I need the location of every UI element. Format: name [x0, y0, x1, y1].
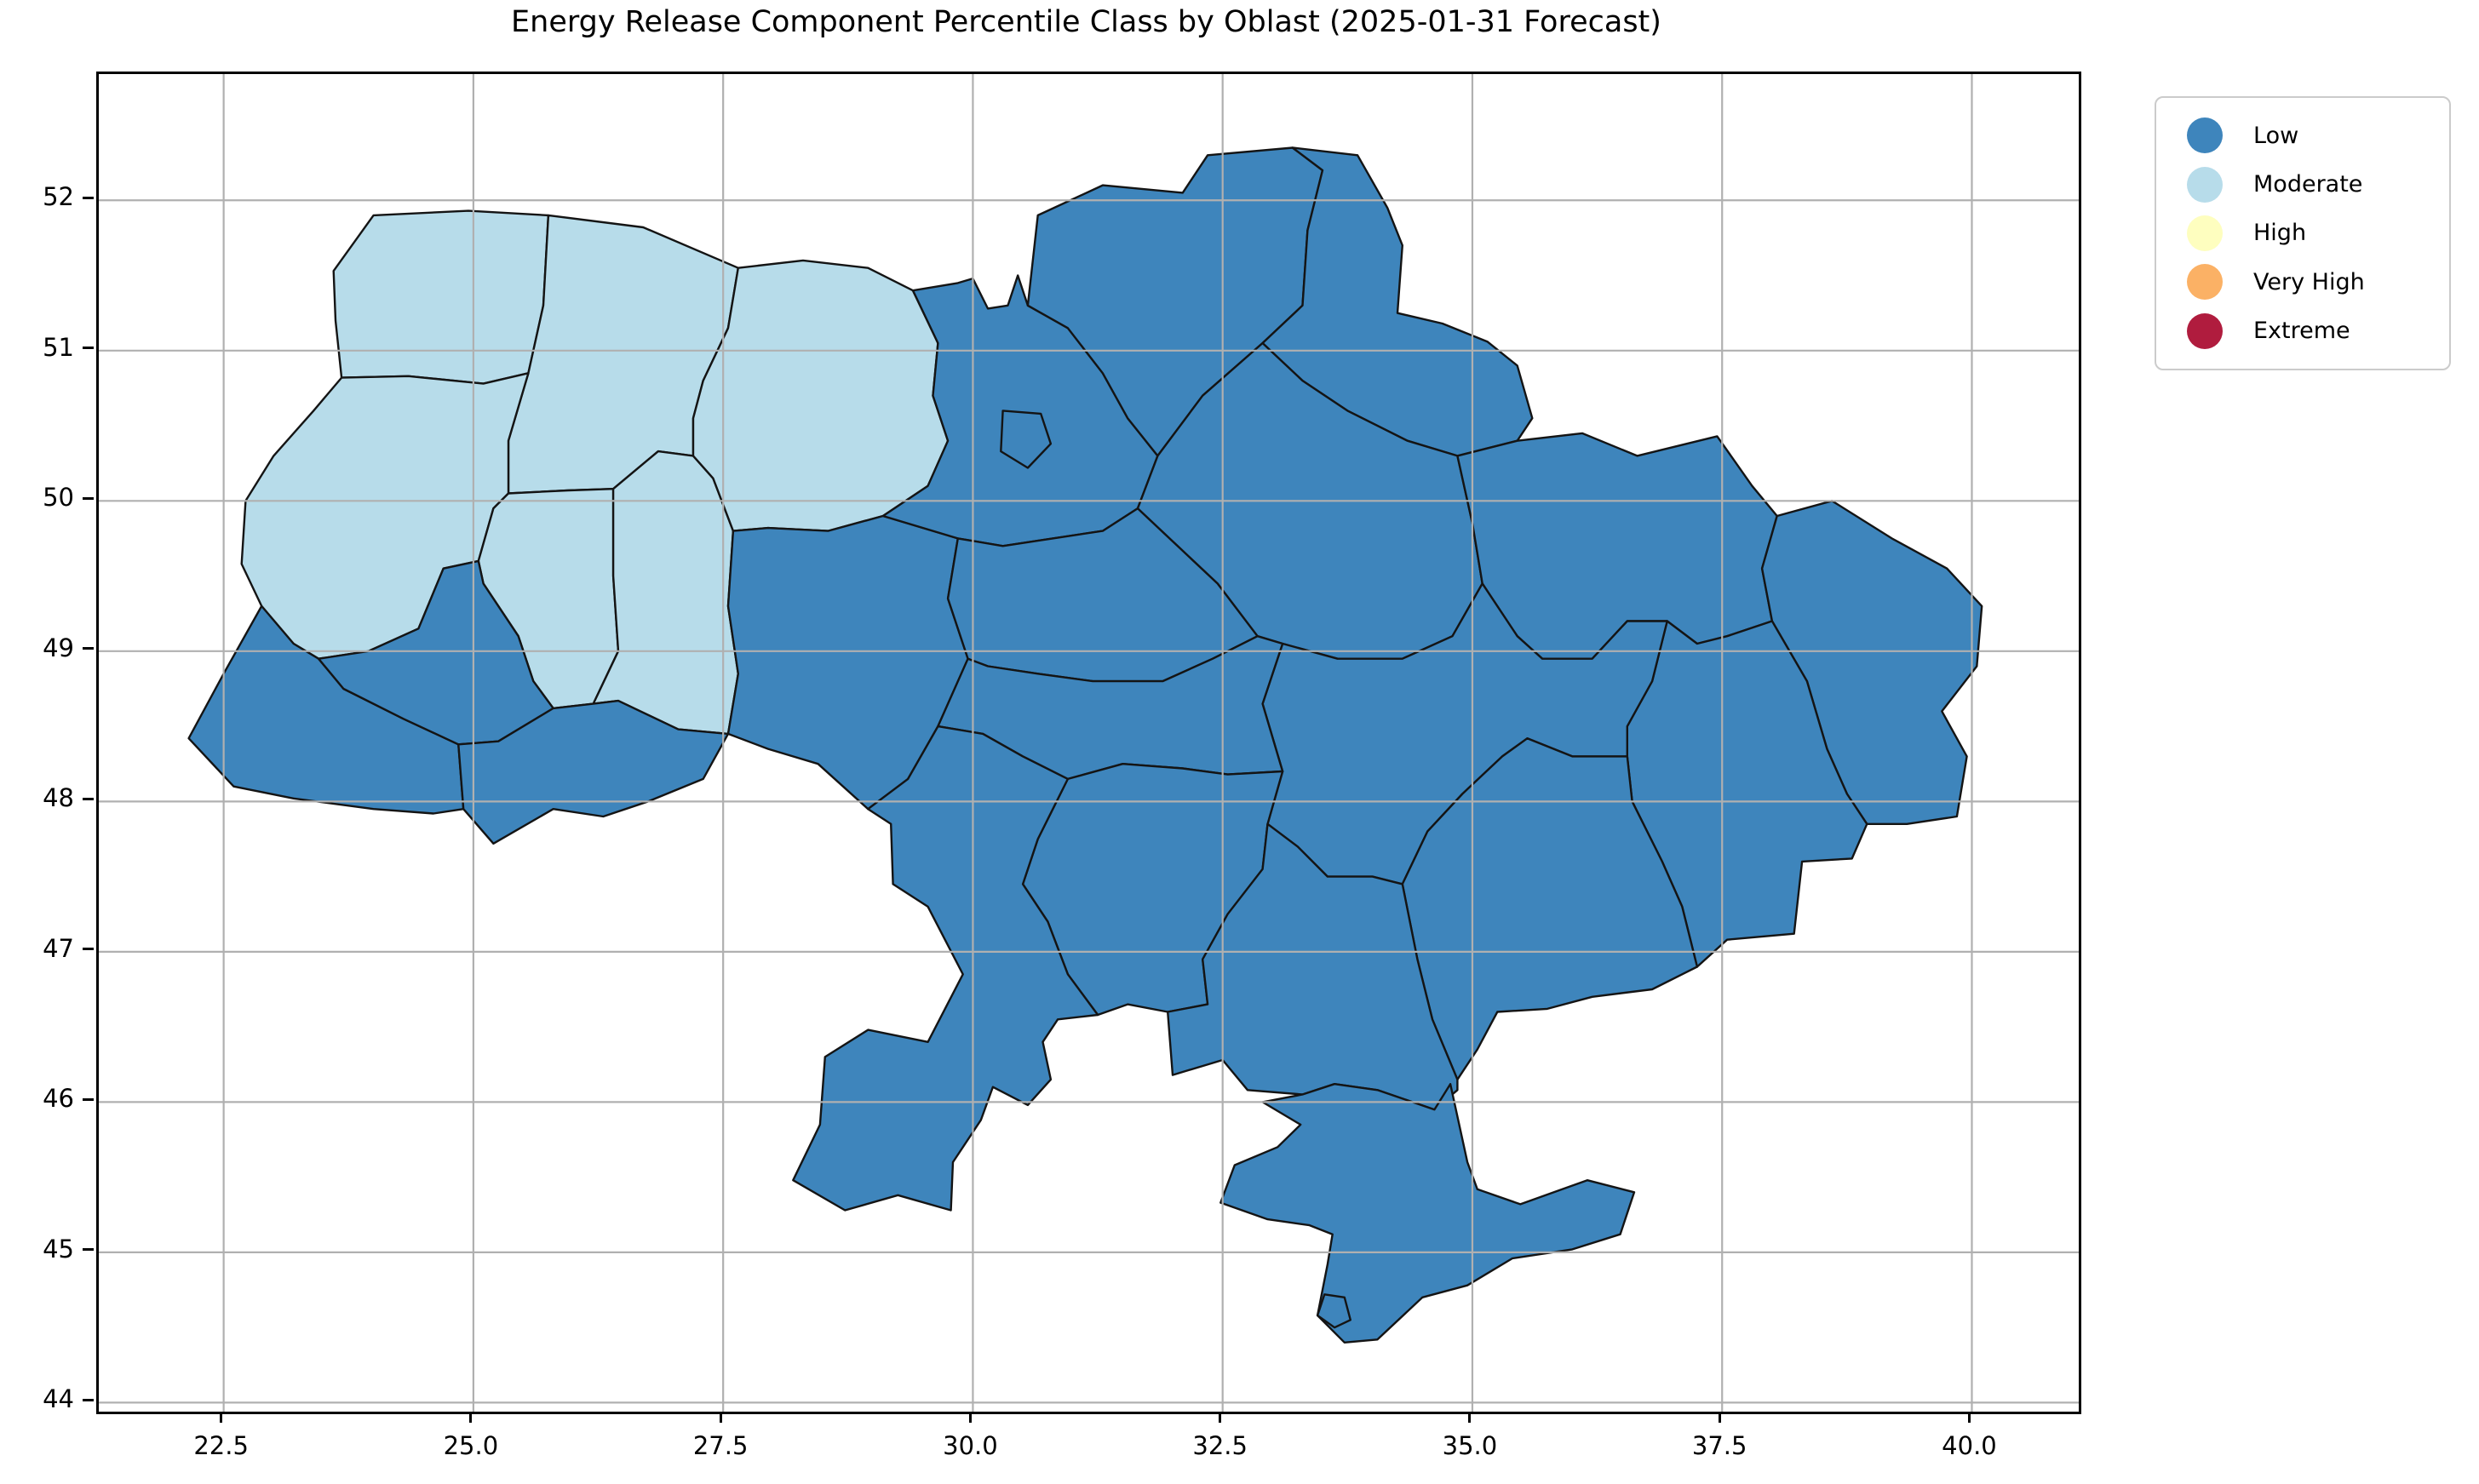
x-tick-mark-25 [469, 1412, 473, 1423]
y-tick-mark-47 [83, 948, 94, 951]
region-khmelnytskyi [592, 450, 739, 736]
x-tick-mark-32.5 [1219, 1412, 1222, 1423]
y-tick-mark-50 [83, 496, 94, 500]
y-tick-mark-46 [83, 1097, 94, 1101]
legend: Low Moderate High Very High Extreme [2155, 96, 2451, 370]
x-tick-mark-40 [1967, 1412, 1971, 1423]
legend-item-low: Low [2187, 117, 2449, 154]
y-tick-label-44: 44 [43, 1384, 74, 1414]
y-tick-mark-51 [83, 347, 94, 350]
x-tick-mark-35 [1468, 1412, 1472, 1423]
y-tick-label-45: 45 [43, 1234, 74, 1263]
y-tick-mark-44 [83, 1398, 94, 1401]
x-tick-label-30: 30.0 [943, 1431, 998, 1460]
legend-item-extreme: Extreme [2187, 312, 2449, 349]
y-tick-mark-48 [83, 797, 94, 800]
y-tick-label-52: 52 [43, 182, 74, 212]
region-crimea [1219, 1083, 1636, 1344]
y-tick-label-49: 49 [43, 633, 74, 662]
legend-label: Very High [2253, 268, 2365, 295]
legend-swatch-very-high-icon [2187, 264, 2223, 301]
region-volyn [332, 209, 550, 385]
x-tick-label-32.5: 32.5 [1192, 1431, 1248, 1460]
legend-label: Low [2253, 122, 2299, 149]
legend-item-very-high: Very High [2187, 264, 2449, 301]
ukraine-choropleth-map [99, 74, 2079, 1412]
y-tick-mark-45 [83, 1248, 94, 1252]
legend-item-high: High [2187, 215, 2449, 251]
legend-swatch-extreme-icon [2187, 312, 2223, 349]
y-tick-label-51: 51 [43, 332, 74, 362]
x-tick-label-40: 40.0 [1942, 1431, 1997, 1460]
legend-item-moderate: Moderate [2187, 166, 2449, 203]
legend-swatch-high-icon [2187, 215, 2223, 251]
y-tick-label-46: 46 [43, 1084, 74, 1114]
y-tick-mark-49 [83, 647, 94, 650]
region-ivano-frankivsk [317, 559, 554, 746]
x-tick-label-22.5: 22.5 [193, 1431, 249, 1460]
x-tick-mark-30 [968, 1412, 972, 1423]
legend-label: Extreme [2253, 318, 2350, 345]
region-zaporizhzhia [1401, 737, 1699, 1081]
region-chernivtsi [457, 699, 730, 845]
y-tick-label-48: 48 [43, 783, 74, 813]
y-tick-label-47: 47 [43, 933, 74, 963]
legend-label: High [2253, 220, 2307, 247]
region-sevastopol [1316, 1293, 1351, 1329]
legend-swatch-low-icon [2187, 117, 2223, 154]
legend-swatch-moderate-icon [2187, 166, 2223, 203]
x-tick-mark-22.5 [220, 1412, 223, 1423]
region-kyiv-city [1000, 410, 1053, 469]
x-tick-mark-37.5 [1718, 1412, 1721, 1423]
plot-title: Energy Release Component Percentile Clas… [511, 5, 1661, 39]
x-tick-label-37.5: 37.5 [1691, 1431, 1747, 1460]
y-tick-label-50: 50 [43, 483, 74, 513]
y-tick-mark-52 [83, 196, 94, 199]
axes-area [96, 72, 2081, 1414]
region-odesa [792, 725, 1099, 1212]
legend-label: Moderate [2253, 171, 2363, 198]
x-tick-label-27.5: 27.5 [692, 1431, 749, 1460]
x-tick-label-25: 25.0 [443, 1431, 499, 1460]
x-tick-label-35: 35.0 [1442, 1431, 1498, 1460]
x-tick-mark-27.5 [719, 1412, 722, 1423]
